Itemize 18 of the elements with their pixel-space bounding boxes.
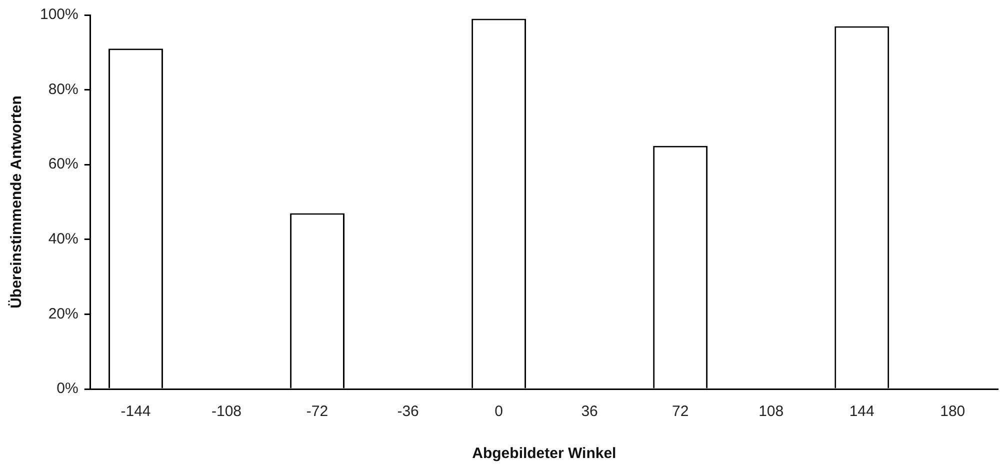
- x-tick-label: 180: [940, 403, 966, 420]
- y-tick-label: 80%: [48, 80, 78, 98]
- x-tick-label: -72: [306, 403, 328, 420]
- x-tick-label: 72: [672, 403, 689, 420]
- x-tick-label: 144: [849, 403, 874, 420]
- x-tick-label: 36: [581, 403, 598, 420]
- y-tick-label: 0%: [56, 380, 78, 398]
- x-tick-label: 108: [758, 403, 784, 420]
- y-tick-label: 60%: [48, 156, 78, 173]
- y-tick-label: 40%: [48, 230, 78, 248]
- x-axis-title: Abgebildeter Winkel: [472, 445, 616, 462]
- y-tick-label: 20%: [48, 305, 78, 322]
- y-axis-title: Übereinstimmende Antworten: [8, 96, 26, 308]
- x-tick-label: -108: [211, 403, 242, 420]
- x-tick-label: -144: [120, 403, 151, 420]
- x-tick-label: 0: [494, 403, 503, 420]
- y-tick-label: 100%: [40, 6, 78, 24]
- x-tick-label: -36: [397, 403, 419, 420]
